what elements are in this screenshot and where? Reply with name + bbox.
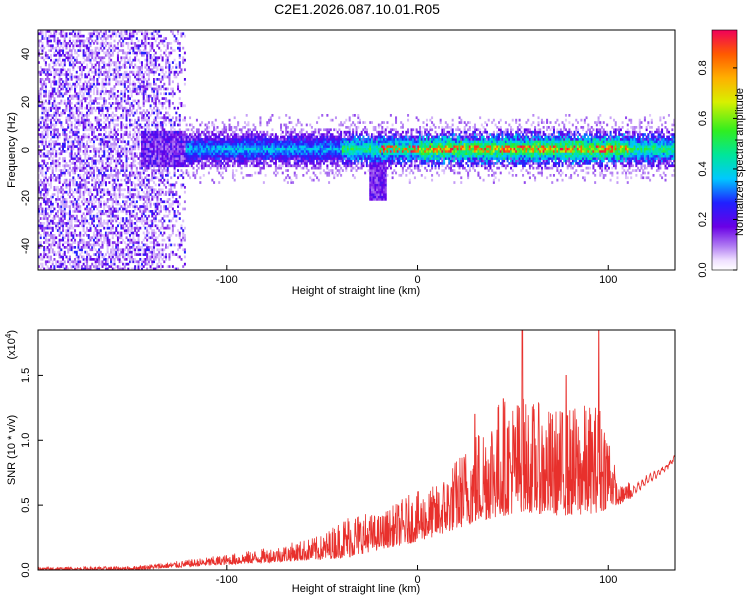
colorbar-tick-label: 0.6 [697, 111, 709, 126]
x-tick-label: 0 [414, 574, 420, 586]
spectrogram-heatmap [38, 30, 675, 270]
spectrogram-y-axis-label: Frequency (Hz) [6, 112, 18, 188]
y-tick-label: -20 [20, 190, 32, 206]
x-tick-label: 100 [599, 574, 617, 586]
colorbar-tick-label: 0.0 [697, 262, 709, 277]
colorbar-tick-label: 0.8 [697, 60, 709, 75]
snr-x-ticks: -100 0 100 [216, 565, 617, 586]
colorbar-tick-label: 0.2 [697, 212, 709, 227]
colorbar-gradient [712, 30, 737, 270]
y-tick-label: 20 [20, 96, 32, 108]
y-tick-label: 1.5 [20, 368, 32, 383]
snr-panel: -100 0 100 0.0 0.5 1.0 1.5 Height of straight… [4, 329, 676, 595]
spectrogram-y-ticks: -40 -20 0 20 40 [20, 48, 43, 254]
snr-scale-label: (x104) [4, 330, 18, 360]
colorbar-ticks: 0.0 0.2 0.4 0.6 0.8 [697, 60, 737, 278]
y-tick-label: -40 [20, 238, 32, 254]
y-tick-label: 0 [20, 147, 32, 153]
spectrogram-panel: -100 0 100 -40 -20 0 20 40 Height of straight … [6, 29, 676, 297]
snr-y-axis-label: SNR (10 * v/v) [6, 415, 18, 485]
spectrogram-x-ticks: -100 0 100 [216, 265, 617, 286]
x-tick-label: -100 [216, 274, 238, 286]
chart-title: C2E1.2026.087.10.01.R05 [274, 1, 440, 17]
colorbar-tick-label: 0.4 [697, 161, 709, 176]
spectrogram-x-axis-label: Height of straight line (km) [292, 285, 420, 297]
snr-frame [37, 329, 676, 571]
y-tick-label: 40 [20, 48, 32, 60]
colorbar: 0.0 0.2 0.4 0.6 0.8 Normalized spectral ampl… [697, 29, 746, 278]
x-tick-label: 0 [414, 274, 420, 286]
snr-y-ticks: 0.0 0.5 1.0 1.5 [20, 368, 43, 578]
snr-series-line [38, 330, 675, 570]
y-tick-label: 1.0 [20, 433, 32, 448]
colorbar-label: Normalized spectral amplitude [734, 88, 746, 236]
y-tick-label: 0.5 [20, 497, 32, 512]
y-tick-label: 0.0 [20, 562, 32, 577]
x-tick-label: 100 [599, 274, 617, 286]
x-tick-label: -100 [216, 574, 238, 586]
snr-x-axis-label: Height of straight line (km) [292, 583, 420, 595]
